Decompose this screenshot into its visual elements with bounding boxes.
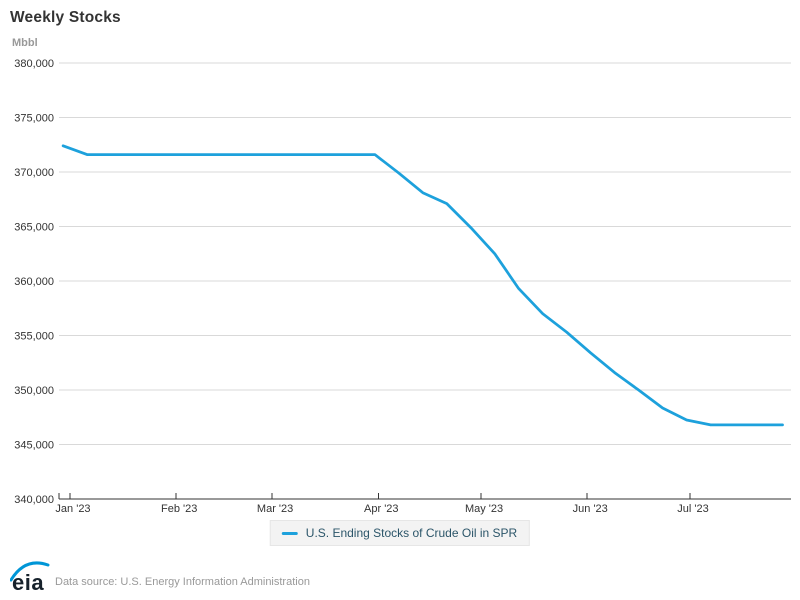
- chart-plot-area: 340,000 345,000 350,000 355,000 360,000 365,0…: [14, 58, 791, 515]
- y-axis-tick-label: 355,000: [14, 331, 54, 343]
- x-axis-tick-label: Jul '23: [677, 503, 708, 515]
- legend-item[interactable]: U.S. Ending Stocks of Crude Oil in SPR: [269, 520, 531, 546]
- y-axis-tick-label: 340,000: [14, 494, 54, 506]
- x-axis-tick-label: Apr '23: [364, 503, 399, 515]
- x-axis-tick-label: Mar '23: [257, 503, 293, 515]
- legend-line-swatch-icon: [281, 531, 298, 535]
- y-axis-tick-label: 370,000: [14, 167, 54, 179]
- eia-logo-swoosh-icon: [10, 561, 50, 582]
- x-axis-tick-label: Jan '23: [55, 503, 90, 515]
- y-axis-tick-label: 375,000: [14, 113, 54, 125]
- y-axis-tick-label: 345,000: [14, 440, 54, 452]
- eia-logo-text: eia: [12, 570, 44, 595]
- chart-title: Weekly Stocks: [10, 9, 121, 26]
- y-axis-tick-label: 380,000: [14, 58, 54, 70]
- y-axis-tick-label: 360,000: [14, 276, 54, 288]
- eia-logo: eia: [10, 561, 50, 595]
- y-axis-tick-label: 365,000: [14, 222, 54, 234]
- data-source-note: Data source: U.S. Energy Information Adm…: [55, 576, 310, 588]
- y-axis-unit-label: Mbbl: [12, 37, 38, 49]
- legend-series-label: U.S. Ending Stocks of Crude Oil in SPR: [305, 526, 518, 540]
- y-axis-tick-label: 350,000: [14, 385, 54, 397]
- x-axis-tick-label: May '23: [465, 503, 503, 515]
- x-axis-tick-label: Feb '23: [161, 503, 197, 515]
- x-axis-tick-label: Jun '23: [573, 503, 608, 515]
- series-line[interactable]: [61, 144, 784, 427]
